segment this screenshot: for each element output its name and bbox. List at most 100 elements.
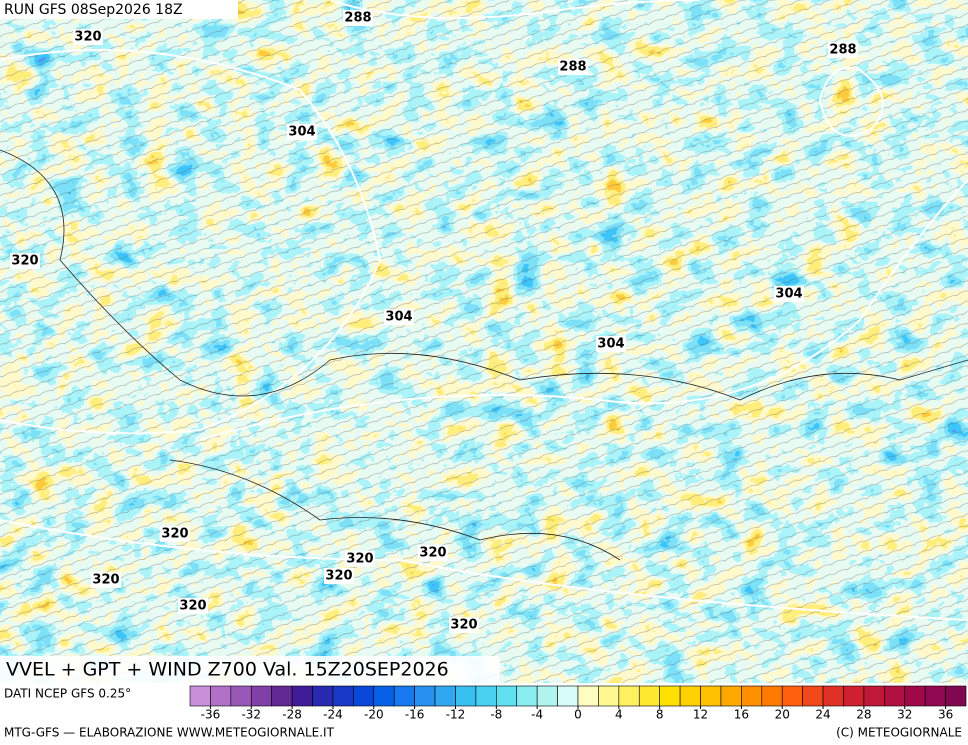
colorbar-swatch <box>475 685 497 707</box>
contour-label: 320 <box>346 552 373 567</box>
title-box <box>0 656 500 683</box>
colorbar-tick-label: 0 <box>574 708 582 722</box>
colorbar-swatch <box>536 685 558 707</box>
colorbar-swatch <box>659 685 681 707</box>
colorbar-tick-label: 16 <box>734 708 749 722</box>
geopotential-contours <box>0 0 968 620</box>
colorbar-swatch <box>720 685 742 707</box>
colorbar-swatch <box>373 685 395 707</box>
colorbar-tick-label: 36 <box>938 708 953 722</box>
colorbar-swatch <box>189 685 211 707</box>
coastlines <box>0 149 968 561</box>
colorbar-swatch <box>618 685 640 707</box>
colorbar-swatch <box>863 685 885 707</box>
contour-labels: 288 320 288 288 304 320 304 304 304 320 320 320 320 3… <box>10 10 858 633</box>
colorbar-swatch <box>843 685 865 707</box>
contour-label-bg <box>73 29 103 45</box>
contour-label-bg <box>343 10 373 26</box>
colorbar-swatch <box>822 685 844 707</box>
colorbar-swatch <box>353 685 375 707</box>
footer-right: (C) METEOGIORNALE <box>836 726 962 740</box>
contour-label-bg <box>10 253 40 269</box>
colorbar-swatch <box>577 685 599 707</box>
contour-label-bg <box>558 59 588 75</box>
colorbar-tick-label: -8 <box>490 708 502 722</box>
colorbar-tick-label: -16 <box>405 708 425 722</box>
contour-label: 320 <box>161 527 188 542</box>
colorbar-swatch <box>250 685 272 707</box>
contour-label-bg <box>418 545 448 561</box>
contour-label-bg <box>384 309 414 325</box>
colorbar-swatch <box>230 685 252 707</box>
colorbar-swatch <box>312 685 334 707</box>
colorbar-tick-label: -28 <box>282 708 302 722</box>
contour-label: 320 <box>74 30 101 45</box>
map-title: VVEL + GPT + WIND Z700 Val. 15Z20SEP2026 <box>6 659 449 681</box>
contour-label: 304 <box>775 287 802 302</box>
contour-label-bg <box>596 336 626 352</box>
contour-label: 320 <box>11 254 38 269</box>
contour-label: 320 <box>325 569 352 584</box>
colorbar-swatch <box>679 685 701 707</box>
contour-label-bg <box>449 617 479 633</box>
colorbar-swatch <box>332 685 354 707</box>
contour-label-bg <box>178 598 208 614</box>
contour-label: 304 <box>385 310 412 325</box>
colorbar-tick-label: -24 <box>323 708 343 722</box>
wind-streamlines <box>0 0 968 683</box>
footer-left: MTG-GFS — ELABORAZIONE WWW.METEOGIORNALE… <box>4 726 335 740</box>
contour-label: 304 <box>597 337 624 352</box>
colorbar-swatch <box>516 685 538 707</box>
colorbar-swatch <box>271 685 293 707</box>
colorbar-tick-label: 28 <box>856 708 871 722</box>
contour-label: 288 <box>829 43 856 58</box>
contour-label: 320 <box>450 618 477 633</box>
contour-label: 304 <box>288 125 315 140</box>
colorbar-tick-label: -4 <box>531 708 543 722</box>
contour-label-bg <box>160 526 190 542</box>
colorbar-tick-label: -20 <box>364 708 384 722</box>
contour-label: 288 <box>559 60 586 75</box>
colorbar-swatch <box>761 685 783 707</box>
colorbar-swatch <box>557 685 579 707</box>
colorbar-swatch <box>496 685 518 707</box>
contour-label: 320 <box>92 573 119 588</box>
colorbar-tick-label: -36 <box>201 708 221 722</box>
colorbar: -36 -32 -28 -24 -20 -16 -12 -8 -4 0 4 8 12 16 20 24 28 32… <box>189 685 967 722</box>
colorbar-swatch <box>884 685 906 707</box>
colorbar-swatch <box>924 685 946 707</box>
colorbar-tick-label: 4 <box>615 708 623 722</box>
colorbar-swatch <box>455 685 477 707</box>
colorbar-swatch <box>393 685 415 707</box>
contour-label: 288 <box>344 11 371 26</box>
colorbar-swatch <box>700 685 722 707</box>
colorbar-swatch <box>802 685 824 707</box>
colorbar-swatch <box>414 685 436 707</box>
colorbar-swatch <box>434 685 456 707</box>
contour-label-bg <box>345 551 375 567</box>
colorbar-tick-label: 20 <box>775 708 790 722</box>
colorbar-tick-label: 8 <box>656 708 664 722</box>
contour-label-bg <box>287 124 317 140</box>
colorbar-swatch <box>781 685 803 707</box>
source-label: DATI NCEP GFS 0.25° <box>4 687 131 701</box>
run-box <box>0 0 238 19</box>
contour-label: 320 <box>179 599 206 614</box>
contour-label-bg <box>91 572 121 588</box>
colorbar-swatch <box>210 685 232 707</box>
colorbar-tick-label: 32 <box>897 708 912 722</box>
map: RUN GFS 08Sep2026 18Z 288 320 288 288 304 320… <box>0 0 968 683</box>
run-label: RUN GFS 08Sep2026 18Z <box>4 2 183 18</box>
colorbar-tick-label: -32 <box>241 708 261 722</box>
contour-label-bg <box>828 42 858 58</box>
colorbar-swatch <box>945 685 967 707</box>
colorbar-swatch <box>598 685 620 707</box>
colorbar-swatch <box>638 685 660 707</box>
colorbar-swatch <box>291 685 313 707</box>
colorbar-tick-label: -12 <box>446 708 466 722</box>
contour-label-bg <box>324 568 354 584</box>
colorbar-tick-label: 24 <box>815 708 830 722</box>
colorbar-tick-label: 12 <box>693 708 708 722</box>
colorbar-swatch <box>904 685 926 707</box>
